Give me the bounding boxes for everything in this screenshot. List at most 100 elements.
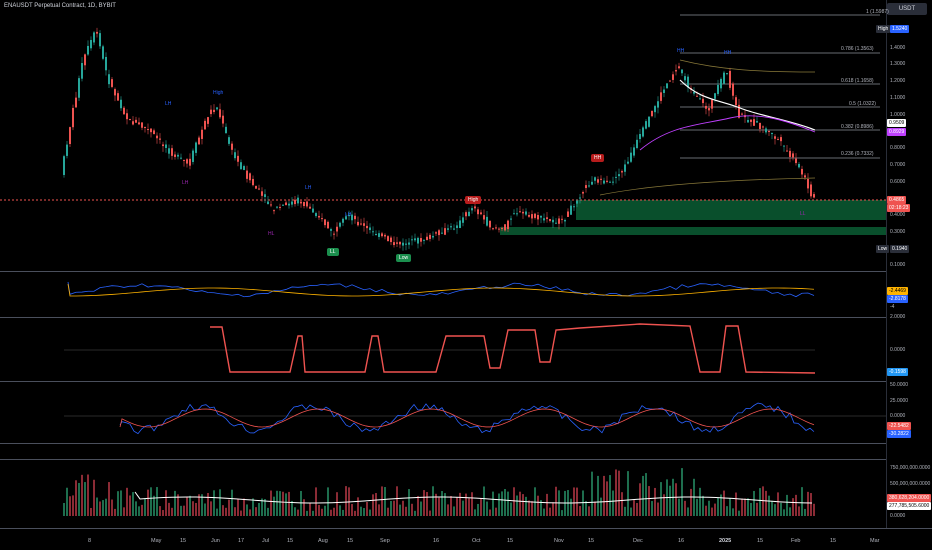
candle-body xyxy=(111,79,113,87)
ll-marker[interactable]: LL xyxy=(327,248,339,256)
candle-body xyxy=(606,180,608,182)
currency-selector[interactable]: USDT xyxy=(887,3,927,15)
volume-bar xyxy=(393,500,395,516)
candle-body xyxy=(333,233,335,235)
volume-bar xyxy=(561,510,563,516)
low-marker[interactable]: Low xyxy=(396,254,412,262)
osc2-tick: 2.0000 xyxy=(890,314,906,320)
candle-body xyxy=(417,237,419,244)
volume-bar xyxy=(180,505,182,516)
volume-bar xyxy=(390,500,392,516)
ma-purple-line xyxy=(639,115,816,151)
candle-body xyxy=(693,91,695,94)
candle-body xyxy=(117,93,119,101)
volume-bar xyxy=(324,505,326,516)
candle-body xyxy=(309,206,311,209)
volume-bar xyxy=(537,495,539,516)
volume-bar xyxy=(801,487,803,516)
candle-body xyxy=(102,46,104,59)
ma2-tag: 0.8929 xyxy=(887,128,907,136)
volume-bar xyxy=(267,507,269,516)
volume-bar xyxy=(222,505,224,516)
volume-bar xyxy=(342,509,344,516)
volume-bar xyxy=(441,491,443,516)
candle-body xyxy=(801,168,803,175)
volume-value-tag: 380,628,204.0000 xyxy=(887,494,932,502)
pane-divider-1[interactable] xyxy=(0,271,886,272)
candle-body xyxy=(747,119,749,123)
volume-bar xyxy=(363,508,365,516)
volume-bar xyxy=(690,488,692,516)
volume-bar xyxy=(291,500,293,516)
candle-body xyxy=(789,150,791,157)
hh-marker[interactable]: HH xyxy=(591,154,605,162)
pane-divider-5[interactable] xyxy=(0,459,886,460)
volume-bar xyxy=(99,501,101,516)
candle-body xyxy=(249,173,251,181)
volume-bar xyxy=(147,489,149,516)
volume-bar xyxy=(540,500,542,516)
price-tick: 1.0000 xyxy=(890,112,906,118)
volume-bar xyxy=(492,491,494,516)
time-label: Jul xyxy=(262,538,270,544)
volume-bar xyxy=(456,497,458,516)
candle-body xyxy=(459,220,461,229)
volume-bar xyxy=(231,489,233,516)
candle-body xyxy=(435,232,437,234)
time-axis-border xyxy=(0,528,932,529)
candle-body xyxy=(114,89,116,96)
candle-body xyxy=(363,223,365,226)
candle-body xyxy=(303,201,305,207)
volume-bar xyxy=(114,508,116,516)
candle-body xyxy=(711,99,713,109)
volume-bar xyxy=(624,506,626,516)
volume-bar xyxy=(279,491,281,516)
candle-body xyxy=(318,215,320,218)
price-tick: 1.3000 xyxy=(890,61,906,67)
volume-bar xyxy=(783,509,785,516)
volume-bar xyxy=(711,507,713,516)
pane-divider-3[interactable] xyxy=(0,381,886,382)
candle-body xyxy=(447,228,449,230)
candle-body xyxy=(93,32,95,43)
volume-bar xyxy=(504,489,506,516)
volume-bar xyxy=(438,497,440,516)
volume-bar xyxy=(657,502,659,516)
candle-body xyxy=(780,137,782,142)
time-label: Oct xyxy=(472,538,481,544)
candle-body xyxy=(582,192,584,194)
volume-bar xyxy=(270,490,272,516)
time-label: 15 xyxy=(180,538,187,544)
candle-body xyxy=(219,109,221,118)
candle-body xyxy=(597,179,599,183)
volume-bar xyxy=(696,498,698,516)
price-axis[interactable] xyxy=(886,0,932,528)
candle-body xyxy=(123,107,125,115)
volume-bar xyxy=(225,507,227,516)
candle-body xyxy=(591,181,593,185)
volume-bar xyxy=(360,506,362,516)
candle-body xyxy=(585,185,587,189)
high-marker[interactable]: High xyxy=(465,196,482,204)
candle-body xyxy=(501,228,503,230)
volume-bar xyxy=(807,491,809,516)
candle-body xyxy=(348,214,350,217)
last-price-tag: 0.4865 xyxy=(887,196,907,204)
candle-body xyxy=(171,148,173,156)
candle-body xyxy=(537,214,539,220)
high-label: High xyxy=(876,25,891,33)
volume-bar xyxy=(339,505,341,516)
candle-body xyxy=(618,174,620,177)
candle-body xyxy=(651,110,653,117)
time-label: Mar xyxy=(870,538,880,544)
volume-bar xyxy=(426,491,428,516)
structure-label: LH xyxy=(165,101,172,107)
candle-body xyxy=(774,136,776,139)
candle-body xyxy=(681,69,683,74)
candle-body xyxy=(336,226,338,232)
pane-divider-4[interactable] xyxy=(0,443,886,444)
pane-divider-2[interactable] xyxy=(0,317,886,318)
volume-bar xyxy=(303,499,305,516)
volume-bar xyxy=(609,475,611,516)
